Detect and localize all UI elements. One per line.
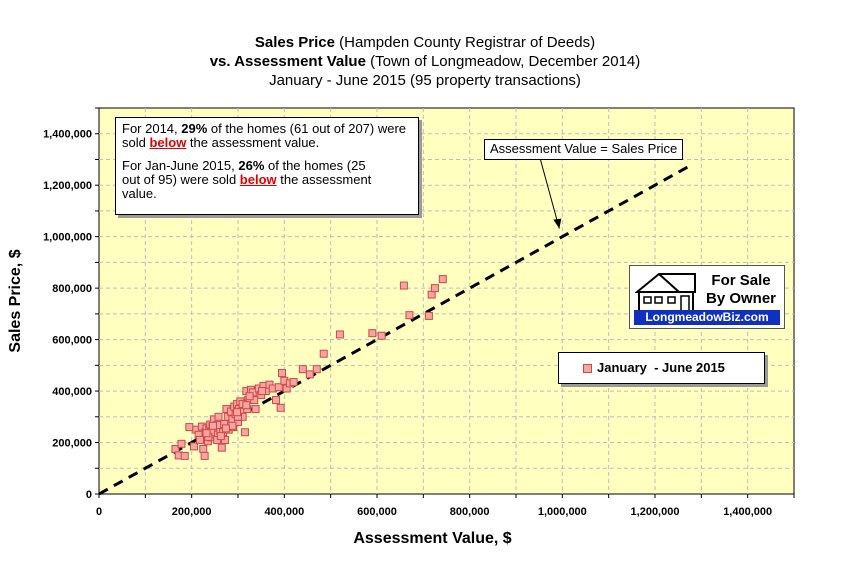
chart-title-line-1: Sales Price (Hampden County Registrar of… xyxy=(254,34,596,51)
x-tick-label: 0 xyxy=(96,506,102,518)
chart-legend: January - June 2015 xyxy=(558,352,765,384)
x-tick-label: 1,400,000 xyxy=(723,506,772,518)
data-point xyxy=(405,311,414,320)
legend-series-label: January - June 2015 xyxy=(597,360,725,375)
data-point xyxy=(189,442,198,451)
data-point xyxy=(424,311,433,320)
data-point xyxy=(240,428,249,437)
house-icon xyxy=(635,273,696,313)
data-point xyxy=(276,403,285,412)
data-point xyxy=(278,369,287,378)
y-tick-label: 0 xyxy=(86,489,92,501)
annotation-box: For 2014, 29% of the homes (61 out of 20… xyxy=(115,117,419,215)
data-point xyxy=(185,423,194,432)
x-tick-label: 400,000 xyxy=(264,506,304,518)
y-tick-label: 200,000 xyxy=(52,438,92,450)
data-point xyxy=(216,432,225,441)
data-point xyxy=(377,331,386,340)
for-sale-by-owner-logo: For Sale By Owner LongmeadowBiz.com xyxy=(629,265,785,329)
data-point xyxy=(319,349,328,358)
data-point xyxy=(305,370,314,379)
data-point xyxy=(245,392,254,401)
reference-label-arrowhead xyxy=(553,218,562,229)
data-point xyxy=(196,435,205,444)
data-point xyxy=(217,443,226,452)
data-point xyxy=(274,383,283,392)
data-point xyxy=(180,451,189,460)
y-tick-label: 1,400,000 xyxy=(43,129,92,141)
data-point xyxy=(438,275,447,284)
data-points xyxy=(171,275,447,460)
logo-line-2: By Owner xyxy=(705,290,777,307)
data-point xyxy=(214,412,223,421)
y-axis-label: Sales Price, $ xyxy=(7,249,24,352)
y-axis-ticks: 0 200,000 400,000 600,000 800,000 1,000,000 1,… xyxy=(43,107,99,501)
data-point xyxy=(233,408,242,417)
y-tick-label: 1,200,000 xyxy=(43,180,92,192)
x-tick-label: 1,200,000 xyxy=(631,506,680,518)
data-point xyxy=(258,387,267,396)
data-point xyxy=(271,396,280,405)
x-tick-label: 800,000 xyxy=(450,506,490,518)
chart-title-line-3: January - June 2015 (95 property transac… xyxy=(269,72,581,89)
data-point xyxy=(430,284,439,293)
y-tick-label: 800,000 xyxy=(52,283,92,295)
x-axis-label: Assessment Value, $ xyxy=(353,530,511,547)
y-tick-label: 1,000,000 xyxy=(43,232,92,244)
data-point xyxy=(335,330,344,339)
data-point xyxy=(202,429,211,438)
data-point xyxy=(298,365,307,374)
annotation-2014: For 2014, 29% of the homes (61 out of 20… xyxy=(122,121,407,150)
data-point xyxy=(199,444,208,453)
data-point xyxy=(200,451,209,460)
logo-line-1: For Sale xyxy=(711,272,771,289)
chart-title-line-2: vs. Assessment Value (Town of Longmeadow… xyxy=(209,53,641,70)
reference-label-arrow xyxy=(539,157,560,229)
data-point xyxy=(177,439,186,448)
y-tick-label: 600,000 xyxy=(52,335,92,347)
data-point xyxy=(368,329,377,338)
legend-marker xyxy=(583,364,592,373)
x-tick-label: 1,000,000 xyxy=(538,506,587,518)
data-point xyxy=(289,378,298,387)
logo-site-link[interactable]: LongmeadowBiz.com xyxy=(634,310,780,325)
data-point xyxy=(221,424,230,433)
reference-line-label: Assessment Value = Sales Price xyxy=(484,139,684,160)
data-point xyxy=(312,365,321,374)
data-point xyxy=(251,405,260,414)
x-tick-label: 600,000 xyxy=(357,506,397,518)
x-axis-ticks: 0 200,000 400,000 600,000 800,000 1,000,000 1,… xyxy=(96,494,795,518)
y-tick-label: 400,000 xyxy=(52,386,92,398)
data-point xyxy=(228,421,237,430)
data-point xyxy=(399,281,408,290)
x-tick-label: 200,000 xyxy=(172,506,212,518)
data-point xyxy=(208,421,217,430)
data-point xyxy=(242,401,251,410)
annotation-2015: For Jan-June 2015, 26% of the homes (25 … xyxy=(122,158,372,201)
